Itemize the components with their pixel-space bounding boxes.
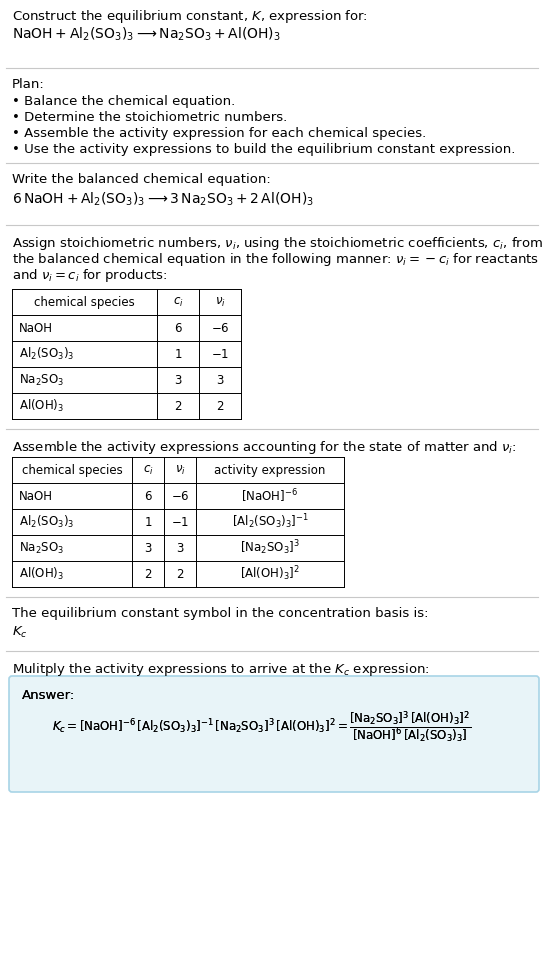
Text: $\mathrm{Al_2(SO_3)_3}$: $\mathrm{Al_2(SO_3)_3}$ <box>19 514 74 530</box>
Text: $-1$: $-1$ <box>171 515 189 529</box>
Text: 6: 6 <box>144 489 152 503</box>
Text: and $\nu_i = c_i$ for products:: and $\nu_i = c_i$ for products: <box>12 267 168 284</box>
Text: $K_c$: $K_c$ <box>12 625 28 640</box>
Text: the balanced chemical equation in the following manner: $\nu_i = -c_i$ for react: the balanced chemical equation in the fo… <box>12 251 539 268</box>
Text: chemical species: chemical species <box>34 296 135 308</box>
Text: $\mathrm{Na_2SO_3}$: $\mathrm{Na_2SO_3}$ <box>19 540 64 556</box>
Text: • Use the activity expressions to build the equilibrium constant expression.: • Use the activity expressions to build … <box>12 143 515 156</box>
Text: activity expression: activity expression <box>214 463 326 477</box>
Text: 3: 3 <box>176 541 184 555</box>
Text: 1: 1 <box>144 515 152 529</box>
Text: $\mathrm{Al(OH)_3}$: $\mathrm{Al(OH)_3}$ <box>19 398 64 414</box>
Text: 6: 6 <box>174 322 182 334</box>
Text: Plan:: Plan: <box>12 78 45 91</box>
Text: Answer:: Answer: <box>22 689 75 702</box>
Text: $\nu_i$: $\nu_i$ <box>214 296 225 308</box>
Text: $c_i$: $c_i$ <box>172 296 183 308</box>
Text: • Assemble the activity expression for each chemical species.: • Assemble the activity expression for e… <box>12 127 426 140</box>
Text: $\mathrm{Al_2(SO_3)_3}$: $\mathrm{Al_2(SO_3)_3}$ <box>19 346 74 362</box>
Text: 3: 3 <box>174 374 182 386</box>
Text: 2: 2 <box>174 400 182 412</box>
Text: • Determine the stoichiometric numbers.: • Determine the stoichiometric numbers. <box>12 111 287 124</box>
Text: Construct the equilibrium constant, $K$, expression for:: Construct the equilibrium constant, $K$,… <box>12 8 368 25</box>
Text: 1: 1 <box>174 348 182 360</box>
Text: chemical species: chemical species <box>22 463 122 477</box>
Text: $[\mathrm{Al(OH)_3}]^{2}$: $[\mathrm{Al(OH)_3}]^{2}$ <box>240 564 300 584</box>
Text: $[\mathrm{NaOH}]^{-6}$: $[\mathrm{NaOH}]^{-6}$ <box>242 487 299 505</box>
FancyBboxPatch shape <box>9 676 539 792</box>
Text: $-6$: $-6$ <box>171 489 189 503</box>
Text: $c_i$: $c_i$ <box>143 463 153 477</box>
Text: 3: 3 <box>217 374 224 386</box>
Text: • Balance the chemical equation.: • Balance the chemical equation. <box>12 95 235 108</box>
Text: $\mathrm{Al(OH)_3}$: $\mathrm{Al(OH)_3}$ <box>19 566 64 582</box>
Text: 3: 3 <box>144 541 152 555</box>
Text: $\nu_i$: $\nu_i$ <box>175 463 186 477</box>
Text: NaOH: NaOH <box>19 489 53 503</box>
Text: $-6$: $-6$ <box>211 322 230 334</box>
Text: 2: 2 <box>144 567 152 581</box>
Text: $-1$: $-1$ <box>211 348 229 360</box>
Text: $K_c = [\mathrm{NaOH}]^{-6}\,[\mathrm{Al_2(SO_3)_3}]^{-1}\,[\mathrm{Na_2SO_3}]^{: $K_c = [\mathrm{NaOH}]^{-6}\,[\mathrm{Al… <box>52 709 471 744</box>
Text: $6\,\mathrm{NaOH} + \mathrm{Al_2(SO_3)_3} \longrightarrow 3\,\mathrm{Na_2SO_3} +: $6\,\mathrm{NaOH} + \mathrm{Al_2(SO_3)_3… <box>12 191 314 208</box>
Text: NaOH: NaOH <box>19 322 53 334</box>
Text: Assemble the activity expressions accounting for the state of matter and $\nu_i$: Assemble the activity expressions accoun… <box>12 439 517 456</box>
Text: Assign stoichiometric numbers, $\nu_i$, using the stoichiometric coefficients, $: Assign stoichiometric numbers, $\nu_i$, … <box>12 235 543 252</box>
Text: Write the balanced chemical equation:: Write the balanced chemical equation: <box>12 173 271 186</box>
Text: $\mathrm{Na_2SO_3}$: $\mathrm{Na_2SO_3}$ <box>19 373 64 387</box>
Text: 2: 2 <box>176 567 184 581</box>
Text: $\mathrm{NaOH} + \mathrm{Al_2(SO_3)_3} \longrightarrow \mathrm{Na_2SO_3} + \math: $\mathrm{NaOH} + \mathrm{Al_2(SO_3)_3} \… <box>12 26 281 43</box>
Text: Answer:: Answer: <box>22 689 75 702</box>
Text: Mulitply the activity expressions to arrive at the $K_c$ expression:: Mulitply the activity expressions to arr… <box>12 661 430 678</box>
Text: $[\mathrm{Al_2(SO_3)_3}]^{-1}$: $[\mathrm{Al_2(SO_3)_3}]^{-1}$ <box>232 512 308 532</box>
Text: The equilibrium constant symbol in the concentration basis is:: The equilibrium constant symbol in the c… <box>12 607 429 620</box>
Text: $[\mathrm{Na_2SO_3}]^{3}$: $[\mathrm{Na_2SO_3}]^{3}$ <box>240 538 300 558</box>
Text: $K_c = [\mathrm{NaOH}]^{-6}\,[\mathrm{Al_2(SO_3)_3}]^{-1}\,[\mathrm{Na_2SO_3}]^{: $K_c = [\mathrm{NaOH}]^{-6}\,[\mathrm{Al… <box>52 709 471 744</box>
Text: 2: 2 <box>217 400 224 412</box>
